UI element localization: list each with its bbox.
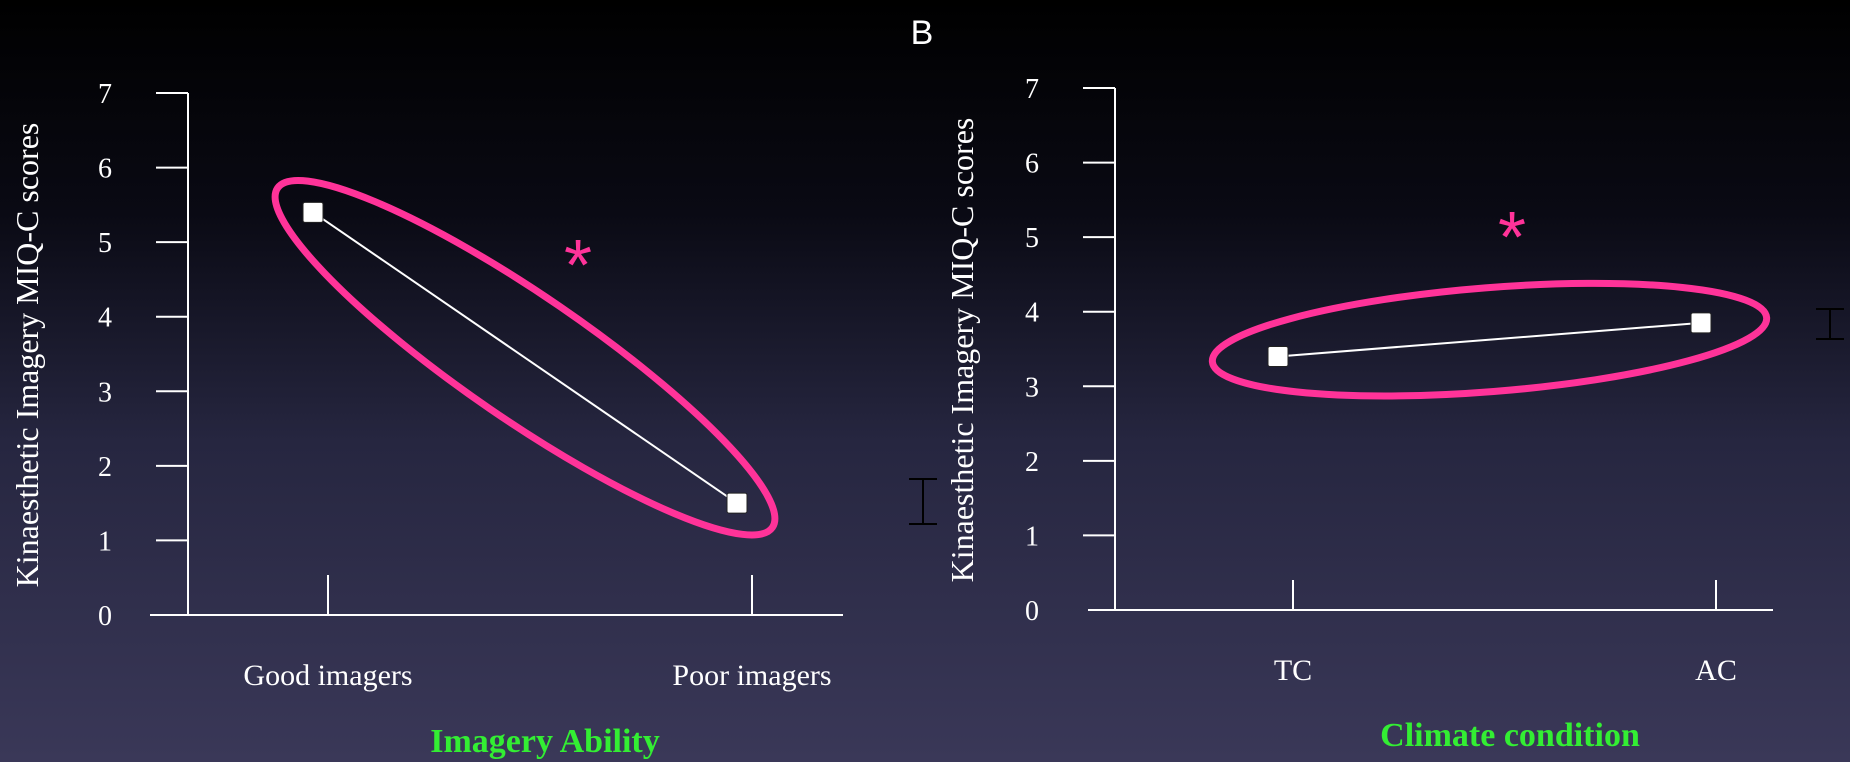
panel-label: B bbox=[911, 14, 934, 52]
highlight-ellipse bbox=[1208, 279, 1771, 400]
series-line bbox=[1277, 321, 1702, 358]
chart-panel-2: B 0 1 2 3 4 5 6 7 TC AC Climate condition Kinaesthet… bbox=[911, 14, 1844, 754]
y-tick-label: 1 bbox=[1025, 521, 1039, 552]
highlight-ellipse bbox=[271, 177, 779, 539]
y-tick-label: 2 bbox=[1025, 447, 1039, 478]
data-point-tc bbox=[1267, 345, 1289, 367]
y-tick-label: 4 bbox=[1025, 298, 1039, 329]
y-tick-label: 6 bbox=[1025, 149, 1039, 180]
significance-star: * bbox=[1498, 198, 1526, 278]
y-tick-label: 5 bbox=[98, 228, 112, 259]
y-axis-label: Kinaesthetic Imagery MIQ-C scores bbox=[944, 118, 980, 583]
y-tick-label: 3 bbox=[1025, 372, 1039, 403]
x-tick-label: Poor imagers bbox=[672, 659, 831, 692]
y-tick-label: 2 bbox=[98, 452, 112, 483]
data-point-ac bbox=[1690, 312, 1712, 334]
x-tick-label: TC bbox=[1274, 654, 1312, 687]
y-tick-label: 0 bbox=[98, 601, 112, 632]
data-point-good-imagers bbox=[302, 201, 324, 223]
x-axis-label: Climate condition bbox=[1380, 717, 1640, 754]
y-tick-label: 7 bbox=[1025, 74, 1039, 105]
chart-panel-1: 0 1 2 3 4 5 6 7 Good imagers Poor imagers Imagery … bbox=[9, 79, 937, 760]
x-tick-label: AC bbox=[1695, 654, 1737, 687]
y-tick-label: 3 bbox=[98, 377, 112, 408]
y-tick-label: 0 bbox=[1025, 596, 1039, 627]
series-line bbox=[312, 211, 738, 504]
y-tick-label: 5 bbox=[1025, 223, 1039, 254]
y-tick-label: 6 bbox=[98, 154, 112, 185]
y-tick-label: 4 bbox=[98, 303, 112, 334]
y-axis-label: Kinaesthetic Imagery MIQ-C scores bbox=[9, 123, 45, 588]
y-tick-label: 1 bbox=[98, 526, 112, 557]
data-point-poor-imagers bbox=[726, 492, 748, 514]
significance-star: * bbox=[564, 226, 592, 306]
x-axis-label: Imagery Ability bbox=[430, 723, 659, 760]
x-tick-label: Good imagers bbox=[243, 659, 412, 692]
y-tick-label: 7 bbox=[98, 79, 112, 110]
